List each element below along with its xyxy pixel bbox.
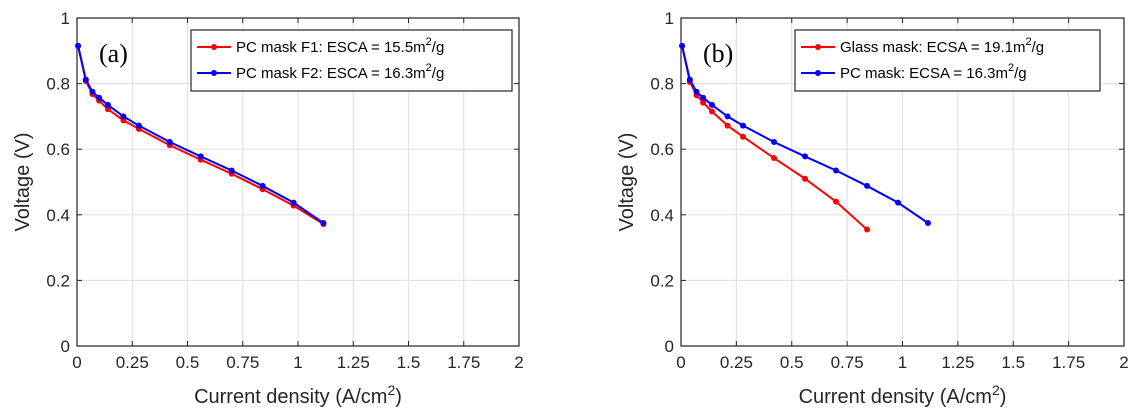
data-point bbox=[135, 122, 142, 129]
data-point bbox=[290, 199, 297, 206]
x-tick-label: 0 bbox=[72, 353, 81, 372]
data-point bbox=[771, 138, 778, 145]
y-tick-label: 0.4 bbox=[650, 206, 674, 225]
x-tick-label: 1.75 bbox=[447, 353, 480, 372]
data-point bbox=[259, 182, 266, 189]
data-point bbox=[104, 101, 111, 108]
data-point bbox=[82, 76, 89, 83]
legend-swatch-marker bbox=[815, 70, 821, 76]
data-point bbox=[724, 122, 731, 129]
x-axis-label: Current density (A/cm2) bbox=[799, 382, 1007, 408]
x-tick-label: 1 bbox=[293, 353, 302, 372]
data-point bbox=[924, 220, 931, 226]
series-1 bbox=[679, 42, 931, 226]
legend-swatch-marker bbox=[211, 44, 217, 50]
y-tick-label: 0.6 bbox=[46, 140, 70, 159]
legend-label: PC mask F2: ESCA = 16.3m2/g bbox=[236, 62, 444, 82]
y-tick-label: 0.8 bbox=[46, 75, 70, 94]
data-point bbox=[120, 113, 127, 120]
legend-entry: PC mask F1: ESCA = 15.5m2/g bbox=[197, 36, 444, 56]
data-point bbox=[724, 113, 731, 120]
y-tick-label: 0 bbox=[61, 337, 70, 356]
x-tick-label: 0.75 bbox=[226, 353, 259, 372]
chart-panel-b: 0 0.25 0.5 0.75 1 1.25 1.5 1.75 2 0 0.2 0.4 0.6 0.8 1 C… bbox=[616, 9, 1129, 408]
x-tick-label: 1.5 bbox=[1001, 353, 1025, 372]
data-point bbox=[833, 198, 840, 205]
x-tick-label: 1.25 bbox=[337, 353, 370, 372]
legend-label: PC mask: ECSA = 16.3m2/g bbox=[840, 62, 1027, 82]
x-tick-label: 1.75 bbox=[1052, 353, 1085, 372]
y-tick-label: 0.4 bbox=[46, 206, 70, 225]
data-point bbox=[864, 182, 871, 189]
data-point bbox=[771, 155, 778, 162]
legend: PC mask F1: ESCA = 15.5m2/g PC mask F2: E… bbox=[190, 29, 513, 92]
legend-label: Glass mask: ECSA = 19.1m2/g bbox=[840, 36, 1044, 56]
legend-label: PC mask F1: ESCA = 15.5m2/g bbox=[236, 36, 444, 56]
legend-entry: Glass mask: ECSA = 19.1m2/g bbox=[801, 36, 1044, 56]
x-tick-label: 1 bbox=[898, 353, 907, 372]
series-1 bbox=[75, 42, 327, 226]
data-point bbox=[802, 175, 809, 182]
legend-swatch-marker bbox=[211, 70, 217, 76]
x-tick-label: 0.5 bbox=[176, 353, 200, 372]
x-tick-label: 0.5 bbox=[780, 353, 804, 372]
y-tick-label: 1 bbox=[665, 9, 674, 28]
legend: Glass mask: ECSA = 19.1m2/g PC mask: ECSA… bbox=[794, 29, 1101, 92]
x-tick-label: 2 bbox=[1119, 353, 1128, 372]
data-point bbox=[104, 106, 111, 113]
legend-box bbox=[190, 29, 513, 92]
data-point bbox=[686, 76, 693, 83]
legend-entry: PC mask F2: ESCA = 16.3m2/g bbox=[197, 62, 444, 82]
y-tick-label: 0 bbox=[665, 337, 674, 356]
y-tick-label: 0.2 bbox=[46, 271, 70, 290]
data-point bbox=[700, 99, 707, 106]
legend-box bbox=[794, 29, 1101, 92]
y-tick-label: 0.8 bbox=[650, 75, 674, 94]
x-tick-label: 0.25 bbox=[720, 353, 753, 372]
chart-panel-a: 0 0.25 0.5 0.75 1 1.25 1.5 1.75 2 0 0.2 0.4 0.6 0.8 1 C… bbox=[12, 9, 524, 408]
x-tick-label: 1.5 bbox=[397, 353, 421, 372]
legend-entry: PC mask: ECSA = 16.3m2/g bbox=[801, 62, 1027, 82]
data-point bbox=[320, 220, 327, 226]
x-tick-label: 2 bbox=[514, 353, 523, 372]
panel-label: (a) bbox=[99, 39, 128, 68]
x-tick-label: 1.25 bbox=[941, 353, 974, 372]
data-point bbox=[693, 88, 700, 95]
y-tick-label: 0.6 bbox=[650, 140, 674, 159]
legend-swatch-marker bbox=[815, 44, 821, 50]
y-axis-label: Voltage (V) bbox=[616, 133, 638, 232]
y-tick-label: 0.2 bbox=[650, 271, 674, 290]
x-tick-label: 0 bbox=[676, 353, 685, 372]
x-tick-label: 0.75 bbox=[831, 353, 864, 372]
data-point bbox=[89, 88, 96, 95]
data-point bbox=[740, 122, 747, 129]
data-point bbox=[709, 108, 716, 115]
data-point bbox=[679, 42, 686, 49]
data-point bbox=[802, 153, 809, 160]
data-point bbox=[895, 199, 902, 206]
x-axis-label: Current density (A/cm2) bbox=[194, 382, 402, 408]
data-point bbox=[166, 138, 173, 145]
data-point bbox=[96, 94, 103, 101]
data-point bbox=[75, 42, 82, 49]
data-point bbox=[740, 133, 747, 140]
panel-label: (b) bbox=[703, 39, 733, 68]
x-tick-label: 0.25 bbox=[116, 353, 149, 372]
data-point bbox=[228, 167, 235, 174]
data-point bbox=[197, 153, 204, 160]
data-point bbox=[700, 94, 707, 101]
data-point bbox=[833, 167, 840, 174]
data-point bbox=[709, 101, 716, 108]
data-point bbox=[864, 226, 871, 233]
y-tick-label: 1 bbox=[61, 9, 70, 28]
y-axis-label: Voltage (V) bbox=[12, 133, 34, 232]
